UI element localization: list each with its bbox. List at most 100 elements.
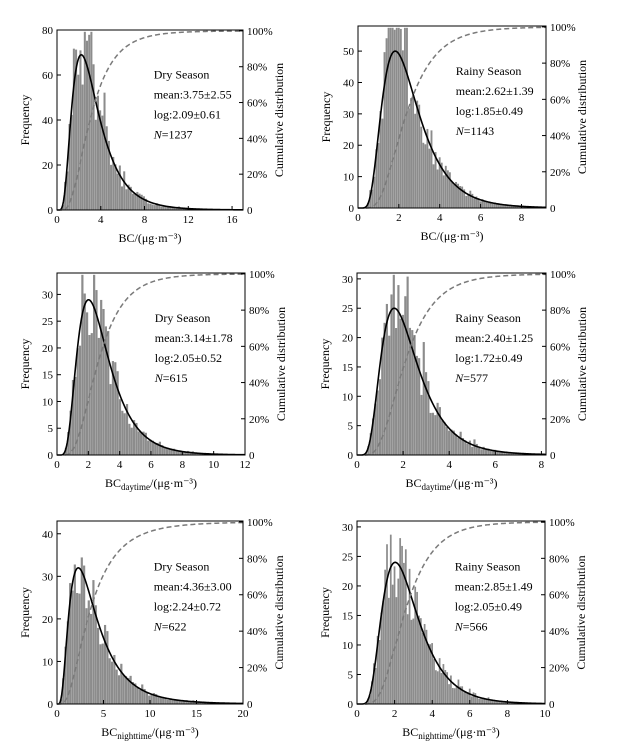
histogram-bar: [144, 432, 147, 455]
histogram-bar: [438, 157, 441, 208]
histogram-bar: [110, 661, 114, 704]
histogram-bar: [108, 658, 111, 704]
histogram-bar: [388, 335, 391, 455]
histogram-bar: [140, 194, 143, 210]
histogram-bar: [395, 597, 398, 704]
histogram-bar: [471, 446, 474, 455]
histogram-bar: [172, 448, 176, 455]
histogram-bar: [87, 600, 90, 704]
chart-panel: 0 2 4 6 8051015202530020%40%60%80%100%Freque…: [318, 269, 589, 492]
histogram-bar: [116, 173, 119, 210]
histogram-bar: [448, 172, 451, 208]
y2-tick-label: 80%: [550, 58, 570, 70]
histogram-bar: [524, 206, 527, 208]
histogram-bar: [504, 701, 507, 704]
y-tick-label: 40: [42, 115, 54, 127]
histogram-bar: [143, 688, 146, 704]
x-tick-label: 16: [227, 214, 239, 226]
histogram-bar: [493, 699, 496, 704]
histogram-bar: [516, 206, 519, 208]
histogram-bar: [138, 193, 141, 210]
y-tick-label: 0: [348, 450, 354, 462]
histogram-bar: [483, 201, 486, 208]
histogram-bar: [388, 597, 390, 704]
histogram-bar: [163, 447, 166, 455]
histogram-bar: [426, 128, 429, 208]
histogram-bar: [496, 451, 499, 455]
y2-tick-label: 60%: [550, 341, 570, 353]
histogram-bar: [428, 148, 431, 208]
histogram-bar: [117, 675, 121, 704]
histogram-bar: [446, 170, 449, 208]
x-axis-label-unit: /(μg·m⁻³): [150, 476, 197, 490]
x-axis-label-unit: /(μg·m⁻³): [450, 476, 497, 490]
log-annotation: log:2.09±0.61: [154, 108, 221, 122]
histogram-bar: [416, 100, 419, 208]
histogram-bar: [455, 686, 458, 704]
y2-axis-label: Cumulative distribution: [272, 63, 286, 177]
histogram-bar: [471, 193, 474, 208]
y2-tick-label: 80%: [549, 553, 569, 565]
histogram-bar: [194, 701, 197, 704]
histogram-bar: [176, 700, 179, 704]
histogram-bar: [142, 196, 145, 210]
y-tick-label: 20: [343, 140, 355, 152]
histogram-bar: [489, 202, 492, 208]
histogram-bar: [141, 684, 144, 704]
histogram-bar: [493, 202, 496, 208]
histogram-bar: [107, 330, 110, 455]
histogram-bar: [93, 274, 96, 455]
y2-tick-label: 80%: [247, 62, 267, 74]
histogram-bar: [121, 410, 124, 455]
y-tick-label: 15: [342, 362, 354, 374]
histogram-bar: [152, 693, 155, 704]
y2-tick-label: 20%: [247, 169, 267, 181]
plot-frame: [356, 272, 547, 456]
x-axis-label: BCdaytime/(μg·m⁻³): [105, 476, 197, 492]
y-tick-label: 30: [342, 274, 354, 286]
x-tick-label: 8: [180, 459, 186, 471]
y2-tick-label: 40%: [549, 626, 569, 638]
histogram-bar: [70, 114, 73, 210]
histogram-bar: [421, 632, 424, 704]
histogram-bar: [125, 189, 128, 210]
season-label: Dry Season: [154, 559, 210, 573]
histogram-bar: [101, 643, 104, 704]
histogram-bar: [397, 578, 400, 704]
histogram-bar: [381, 118, 384, 208]
histogram-bar: [90, 31, 93, 210]
histogram-bar: [454, 434, 458, 455]
y2-axis-label: Cumulative distribution: [574, 555, 588, 669]
histogram-bar: [436, 671, 439, 704]
x-axis-label-unit: /(μg·m⁻³): [152, 725, 199, 739]
histogram-bar: [179, 451, 183, 455]
histogram-bar: [121, 186, 124, 210]
y2-axis-label: Cumulative distribution: [272, 555, 286, 669]
y2-axis-label: Cumulative distribution: [575, 60, 589, 174]
histogram-bar: [76, 348, 79, 455]
histogram-bar: [480, 698, 482, 704]
y2-tick-label: 100%: [550, 22, 576, 34]
histogram-bar: [401, 314, 405, 455]
histogram-bar: [379, 111, 382, 208]
x-tick-label: 2: [392, 708, 398, 720]
histogram-bar: [180, 208, 183, 210]
y-tick-label: 0: [48, 699, 54, 711]
season-label: Rainy Season: [455, 559, 521, 573]
y2-tick-label: 60%: [247, 590, 267, 602]
histogram-bars: [365, 27, 543, 208]
histogram-bar: [153, 205, 156, 210]
y-tick-label: 30: [42, 289, 54, 301]
histogram-bar: [83, 293, 86, 455]
y2-tick-label: 0: [549, 699, 555, 711]
histogram-bar: [442, 664, 445, 704]
histogram-bar: [129, 186, 132, 210]
histogram-bar: [408, 108, 410, 208]
histogram-bar: [106, 631, 109, 704]
histogram-bar: [378, 379, 382, 455]
histogram-bar: [522, 206, 525, 208]
histogram-bar: [435, 670, 437, 704]
histogram-bar: [424, 372, 428, 455]
histogram-bar: [372, 663, 375, 704]
chart-panel: 0 2 4 6 8 0 10 20 30 40 50 0 20% 40% 60% 80% 100% Frequen…: [319, 22, 589, 243]
